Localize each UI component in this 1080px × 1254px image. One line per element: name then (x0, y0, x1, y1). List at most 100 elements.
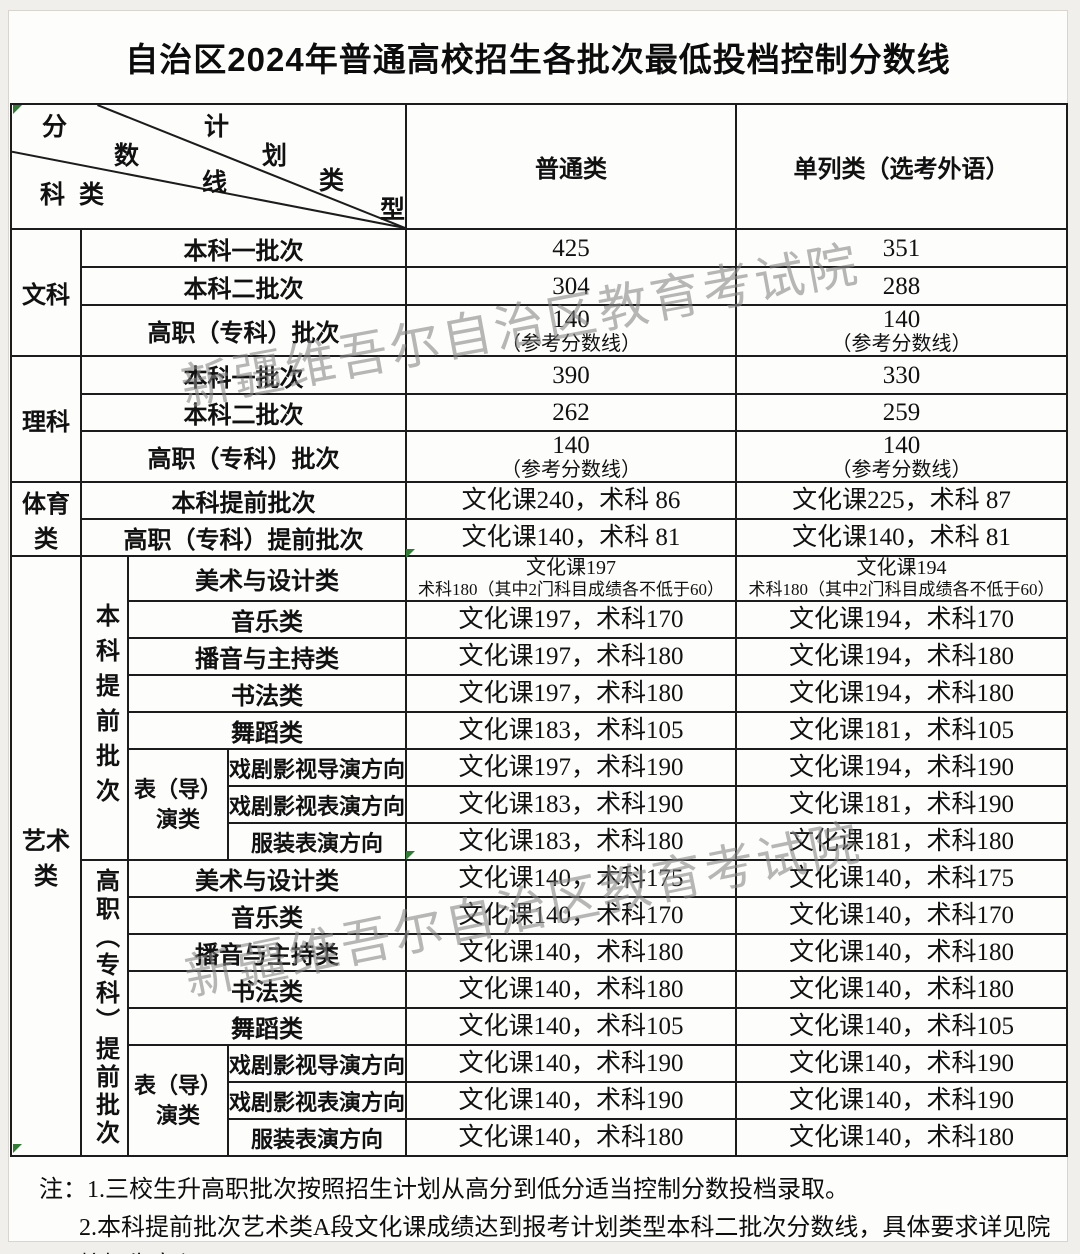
score-main: 288 (882, 272, 921, 300)
score-cell: 文化课194，术科180 (735, 674, 1068, 713)
score-cell: 文化课140，术科175 (405, 859, 737, 898)
score-cell: 文化课183，术科105 (405, 711, 737, 750)
score-cell: 文化课140，术科 81 (405, 518, 737, 557)
score-cell: 文化课140，术科175 (735, 859, 1068, 898)
table-row: 高职（专科）提前批次 美术与设计类 文化课140，术科175 文化课140，术科… (11, 859, 1068, 1157)
batch-vertical-label: 本科提前批次 (91, 603, 119, 813)
score-main: 文化课197，术科170 (458, 606, 684, 633)
table-row: 高职（专科）批次 140 （参考分数线） 140 （参考分数线） (11, 430, 1068, 483)
score-main: 140 (882, 306, 921, 333)
art-type-cell: 舞蹈类 (127, 711, 407, 750)
batch-vertical-label: 高职（专科）提前批次 (91, 868, 119, 1148)
score-sub: 术科180（其中2门科目成绩各不低于60） (418, 580, 724, 599)
document-sheet: 自治区2024年普通高校招生各批次最低投档控制分数线 分 数 线 计 划 (8, 10, 1068, 1254)
score-cell: 259 (735, 393, 1068, 432)
table-row: 表（导）演类 戏剧影视导演方向 文化课197，术科190 文化课194，术科19… (11, 748, 1068, 861)
score-cell: 文化课140，术科190 (735, 1044, 1068, 1083)
table-row: 音乐类 文化课197，术科170 文化课194，术科170 (11, 600, 1068, 639)
score-main: 文化课140，术科180 (788, 1124, 1014, 1151)
score-sub: （参考分数线） (501, 459, 641, 481)
diagonal-lines (13, 106, 404, 227)
score-cell: 文化课194 术科180（其中2门科目成绩各不低于60） (735, 555, 1068, 602)
footnotes: 注：1.三校生升高职批次按照招生计划从高分到低分适当控制分数投档录取。 2.本科… (9, 1171, 1067, 1254)
batch-label-cell: 本科一批次 (80, 355, 407, 395)
table-row: 高职（专科）提前批次 文化课140，术科 81 文化课140，术科 81 (11, 518, 1068, 557)
corner-char: 数 (114, 142, 140, 170)
score-sub: （参考分数线） (831, 459, 972, 481)
score-cell: 文化课140，术科180 (405, 1118, 737, 1157)
score-cell: 文化课140，术科180 (735, 933, 1068, 972)
direction-cell: 戏剧影视表演方向 (227, 785, 407, 824)
score-main: 文化课140，术科105 (788, 1013, 1014, 1040)
score-main: 文化课140，术科180 (788, 976, 1014, 1003)
category-cell: 文科 (10, 228, 82, 357)
batch-label-cell: 本科一批次 (80, 228, 407, 268)
score-main: 文化课197，术科190 (458, 754, 684, 781)
score-cell: 304 (405, 266, 737, 306)
footnote-text: 1.三校生升高职批次按照招生计划从高分到低分适当控制分数投档录取。 (87, 1177, 849, 1203)
batch-label-cell: 高职（专科）批次 (80, 430, 407, 483)
table-row: 书法类 文化课197，术科180 文化课194，术科180 (11, 674, 1068, 713)
footnote-line: 注：1.三校生升高职批次按照招生计划从高分到低分适当控制分数投档录取。 (39, 1171, 1067, 1209)
score-main: 文化课140，术科180 (458, 939, 684, 966)
art-type-cell: 舞蹈类 (127, 1007, 407, 1046)
score-cell: 文化课240，术科 86 (405, 481, 737, 520)
score-cell: 330 (735, 355, 1068, 395)
score-cell: 文化课194，术科170 (735, 600, 1068, 639)
score-cell: 文化课181，术科105 (735, 711, 1068, 750)
score-main: 文化课181，术科105 (788, 717, 1014, 744)
score-main: 文化课197，术科180 (458, 680, 684, 707)
performance-group-label: 表（导）演类 (133, 776, 222, 832)
score-main: 文化课194，术科190 (788, 754, 1014, 781)
table-row: 服装表演方向 文化课183，术科180 文化课181，术科180 (11, 822, 1068, 861)
corner-char: 型 (380, 196, 406, 224)
score-cell: 文化课197，术科180 (405, 637, 737, 676)
category-cell: 体育类 (10, 481, 82, 557)
score-main: 文化课140，术科175 (458, 865, 684, 892)
direction-cell: 戏剧影视导演方向 (227, 748, 407, 787)
art-type-cell: 音乐类 (127, 600, 407, 639)
score-cell: 文化课140，术科105 (735, 1007, 1068, 1046)
score-main: 文化课194，术科180 (788, 680, 1014, 707)
score-sub: （参考分数线） (501, 333, 641, 355)
score-main: 文化课140，术科190 (788, 1050, 1014, 1077)
score-cell: 文化课140，术科180 (405, 970, 737, 1009)
score-main: 304 (552, 272, 590, 300)
score-main: 文化课225，术科 87 (792, 487, 1011, 514)
art-type-cell: 书法类 (127, 970, 407, 1009)
score-cell: 文化课183，术科190 (405, 785, 737, 824)
score-main: 文化课197，术科180 (458, 643, 684, 670)
score-main: 262 (552, 399, 590, 426)
score-table: 分 数 线 计 划 类 型 科类 普通类 单列类（选考外语） 文科 本科一批次 … (10, 103, 1068, 1157)
score-cell: 文化课197，术科180 (405, 674, 737, 713)
score-main: 文化课183，术科105 (458, 717, 684, 744)
score-main: 文化课181，术科190 (788, 791, 1014, 818)
score-main: 390 (552, 361, 590, 389)
table-row: 体育类 本科提前批次 文化课240，术科 86 文化课225，术科 87 (10, 481, 1068, 557)
table-row: 本科二批次 304 288 (11, 266, 1068, 306)
score-cell: 262 (405, 393, 737, 432)
score-main: 140 (552, 306, 590, 333)
table-row: 文科 本科一批次 425 351 (10, 228, 1068, 357)
score-cell: 文化课181，术科190 (735, 785, 1068, 824)
table-row: 戏剧影视表演方向 文化课140，术科190 文化课140，术科190 (11, 1081, 1068, 1120)
score-cell: 文化课197，术科190 (405, 748, 737, 787)
score-main: 文化课140，术科 81 (461, 524, 681, 551)
score-cell: 文化课140，术科105 (405, 1007, 737, 1046)
score-main: 330 (882, 361, 921, 389)
score-main: 文化课140，术科170 (788, 902, 1014, 929)
score-main: 文化课194 (856, 557, 947, 579)
direction-cell: 戏剧影视导演方向 (227, 1044, 407, 1083)
score-main: 文化课183，术科190 (458, 791, 684, 818)
batch-label-cell: 高职（专科）提前批次 (80, 518, 407, 557)
corner-char: 类 (319, 167, 345, 195)
score-cell: 425 (405, 228, 737, 268)
page-title: 自治区2024年普通高校招生各批次最低投档控制分数线 (125, 41, 951, 78)
score-cell: 文化课140，术科190 (405, 1081, 737, 1120)
score-main: 140 (882, 432, 921, 459)
table-row: 播音与主持类 文化课140，术科180 文化课140，术科180 (11, 933, 1068, 972)
table-row: 舞蹈类 文化课140，术科105 文化课140，术科105 (11, 1007, 1068, 1046)
score-main: 文化课140，术科105 (458, 1013, 684, 1040)
performance-group-label: 表（导）演类 (133, 1072, 222, 1128)
score-main: 文化课140，术科180 (458, 1124, 684, 1151)
